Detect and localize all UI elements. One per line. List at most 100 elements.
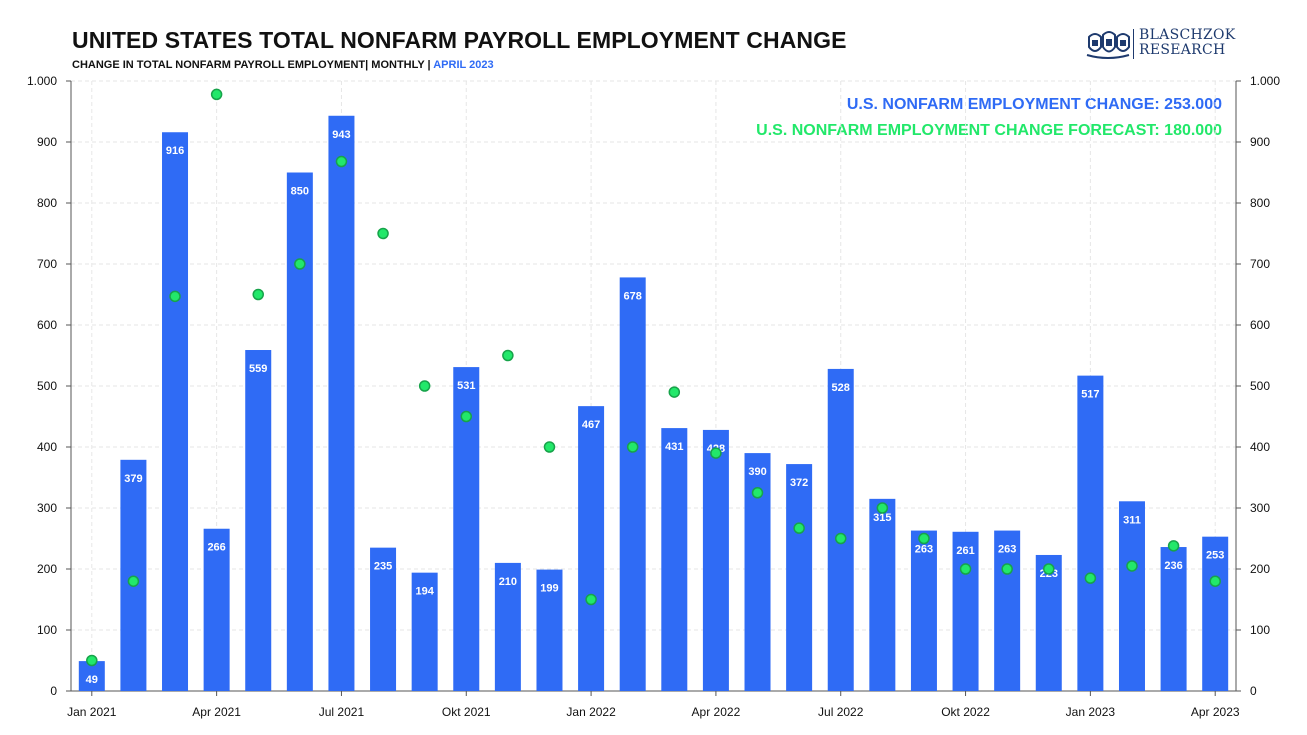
bar-jan-2022 [578, 406, 605, 691]
legend-actual: U.S. NONFARM EMPLOYMENT CHANGE: 253.000 [846, 96, 1222, 113]
x-tick-label: Apr 2022 [692, 705, 741, 719]
bar-data-label: 194 [415, 586, 434, 598]
x-tick-label: Okt 2022 [941, 705, 990, 719]
chart-legend: U.S. NONFARM EMPLOYMENT CHANGE: 253.000 … [756, 92, 1222, 144]
bar-data-label: 263 [998, 544, 1016, 556]
bar-jun-2022 [786, 464, 813, 691]
subtitle-main: CHANGE IN TOTAL NONFARM PAYROLL EMPLOYME… [72, 59, 434, 71]
y-tick-label-right: 500 [1250, 379, 1270, 393]
shield-crest-icon [1086, 31, 1130, 59]
bar-apr-2023 [1202, 536, 1229, 691]
forecast-point [460, 410, 473, 423]
logo-wordmark: BLASCHZOK RESEARCH [1139, 28, 1236, 58]
bar-data-label: 253 [1206, 550, 1224, 562]
forecast-point [668, 386, 681, 398]
y-tick-label-right: 900 [1250, 135, 1270, 149]
y-tick-label-right: 300 [1250, 501, 1270, 515]
bar-data-label: 943 [332, 129, 350, 141]
bar-apr-2021 [203, 528, 230, 691]
y-tick-label-left: 700 [37, 257, 57, 271]
y-tick-label-right: 400 [1250, 440, 1270, 454]
bar-data-label: 372 [790, 477, 808, 489]
bar-feb-2021 [120, 459, 147, 691]
forecast-point [1084, 572, 1097, 584]
y-tick-label-right: 200 [1250, 562, 1270, 576]
bar-data-label: 266 [207, 542, 225, 554]
forecast-point [169, 290, 181, 303]
bar-mar-2021 [162, 132, 189, 692]
bar-data-label: 235 [374, 561, 392, 573]
brand-logo: BLASCHZOK RESEARCH [1085, 28, 1245, 62]
forecast-point [1209, 575, 1221, 587]
forecast-point [793, 522, 805, 534]
chart-subtitle: CHANGE IN TOTAL NONFARM PAYROLL EMPLOYME… [72, 59, 494, 71]
forecast-point [1043, 563, 1055, 575]
y-tick-label-left: 600 [37, 318, 57, 332]
y-tick-label-left: 200 [37, 562, 57, 576]
forecast-point [834, 532, 847, 545]
y-tick-label-right: 700 [1250, 257, 1270, 271]
forecast-point [1167, 540, 1180, 552]
forecast-point [252, 288, 264, 301]
y-tick-label-left: 0 [50, 684, 57, 698]
bar-aug-2022 [869, 498, 896, 691]
forecast-point [502, 349, 514, 362]
forecast-point [751, 487, 764, 499]
bar-data-label: 559 [249, 363, 267, 375]
y-tick-label-left: 900 [37, 135, 57, 149]
y-tick-label-left: 800 [37, 196, 57, 210]
x-tick-label: Okt 2021 [442, 705, 491, 719]
bar-jun-2021 [286, 172, 313, 691]
bar-data-label: 315 [873, 512, 891, 524]
bar-sep-2021 [411, 572, 438, 691]
subtitle-date: APRIL 2023 [433, 59, 494, 71]
bar-data-label: 678 [624, 290, 642, 302]
bar-data-label: 850 [291, 186, 309, 198]
y-tick-label-right: 0 [1250, 684, 1257, 698]
forecast-point [710, 447, 722, 459]
forecast-point [377, 227, 389, 240]
bar-okt-2022 [952, 531, 979, 691]
x-tick-label: Jul 2021 [319, 705, 365, 719]
forecast-point [418, 380, 431, 392]
bar-nov-2021 [494, 562, 521, 691]
chart-title: UNITED STATES TOTAL NONFARM PAYROLL EMPL… [72, 27, 847, 53]
y-tick-label-left: 400 [37, 440, 57, 454]
forecast-point [210, 88, 223, 101]
forecast-point [626, 441, 639, 453]
forecast-point [1001, 563, 1013, 575]
x-tick-label: Apr 2023 [1191, 705, 1240, 719]
logo-line-2: RESEARCH [1139, 42, 1226, 58]
bar-data-label: 531 [457, 380, 475, 392]
forecast-point [86, 654, 98, 667]
y-tick-label-right: 1.000 [1250, 74, 1280, 88]
bar-data-label: 517 [1081, 389, 1099, 401]
y-tick-label-right: 600 [1250, 318, 1270, 332]
bar-data-label: 49 [86, 674, 98, 686]
bar-feb-2022 [619, 277, 646, 691]
y-tick-label-right: 100 [1250, 623, 1270, 637]
bar-data-label: 236 [1164, 560, 1182, 572]
bar-aug-2021 [370, 547, 397, 691]
y-tick-label-left: 300 [37, 501, 57, 515]
bar-jul-2021 [328, 115, 355, 691]
bar-may-2021 [245, 350, 272, 691]
forecast-point [918, 532, 930, 545]
bar-data-label: 379 [124, 473, 142, 485]
bar-dec-2021 [536, 569, 563, 691]
bar-apr-2022 [702, 429, 729, 691]
bar-jan-2023 [1077, 375, 1104, 691]
bar-data-label: 261 [956, 545, 974, 557]
forecast-point [127, 575, 140, 587]
forecast-point [585, 593, 597, 606]
x-tick-label: Apr 2021 [192, 705, 241, 719]
bar-mar-2023 [1160, 547, 1187, 691]
logo-divider [1133, 29, 1134, 59]
forecast-point [959, 563, 972, 575]
bar-data-label: 528 [832, 382, 850, 394]
y-tick-label-left: 100 [37, 623, 57, 637]
forecast-point [1126, 560, 1138, 572]
bar-data-label: 263 [915, 544, 933, 556]
x-tick-label: Jan 2023 [1066, 705, 1116, 719]
